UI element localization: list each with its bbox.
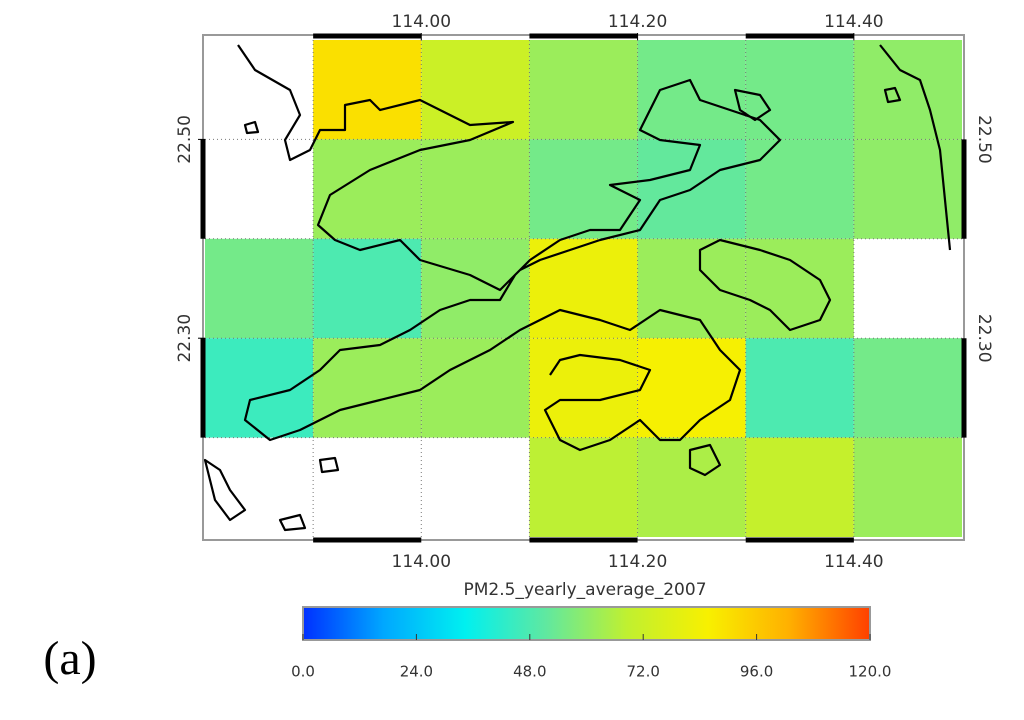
chart-title: PM2.5_yearly_average_2007 <box>463 580 706 600</box>
grid <box>205 40 962 537</box>
heatmap-cell <box>205 338 314 438</box>
heatmap-cell <box>529 40 638 140</box>
heatmap-cell <box>529 238 638 339</box>
x-tick-label-top: 114.40 <box>824 12 883 32</box>
y-tick-label-right: 22.30 <box>974 314 994 363</box>
heatmap-cell <box>421 139 530 239</box>
heatmap-cell <box>637 338 746 438</box>
heatmap-cell <box>205 238 314 339</box>
heatmap-cell <box>529 338 638 438</box>
x-tick-label-bottom: 114.20 <box>608 552 667 572</box>
heatmap-cell <box>745 40 854 140</box>
y-tick-label-left: 22.30 <box>175 314 195 363</box>
heatmap-cells <box>205 40 962 537</box>
heatmap-cell <box>637 437 746 537</box>
heatmap-cell <box>421 338 530 438</box>
heatmap-cell <box>745 238 854 339</box>
panel-label: (a) <box>43 632 96 685</box>
map-frame <box>198 33 967 543</box>
heatmap-cell <box>745 338 854 438</box>
x-tick-label-bottom: 114.00 <box>392 552 451 572</box>
colorbar-tick-label: 96.0 <box>740 663 773 681</box>
colorbar-tick-label: 48.0 <box>513 663 546 681</box>
x-tick-label-bottom: 114.40 <box>824 552 883 572</box>
colorbar-tick-label: 72.0 <box>626 663 659 681</box>
heatmap-cell <box>745 437 854 537</box>
colorbar-tick-label: 120.0 <box>849 663 892 681</box>
colorbar-tick-label: 24.0 <box>400 663 433 681</box>
colorbar-tick-label: 0.0 <box>291 663 315 681</box>
colorbar <box>302 606 871 641</box>
heatmap-cell <box>745 139 854 239</box>
heatmap-cell <box>529 139 638 239</box>
x-tick-label-top: 114.20 <box>608 12 667 32</box>
heatmap-cell <box>313 238 422 339</box>
y-tick-label-left: 22.50 <box>175 115 195 164</box>
heatmap-cell <box>853 139 962 239</box>
heatmap-cell <box>529 437 638 537</box>
heatmap-cell <box>853 338 962 438</box>
heatmap-cell <box>313 139 422 239</box>
heatmap-cell <box>421 238 530 339</box>
coastline <box>203 44 952 532</box>
heatmap-cell <box>853 437 962 537</box>
heatmap-cell <box>313 338 422 438</box>
x-tick-label-top: 114.00 <box>392 12 451 32</box>
heatmap-cell <box>313 40 422 140</box>
heatmap-cell <box>637 238 746 339</box>
heatmap-cell <box>853 40 962 140</box>
y-tick-label-right: 22.50 <box>974 115 994 164</box>
heatmap-cell <box>637 40 746 140</box>
